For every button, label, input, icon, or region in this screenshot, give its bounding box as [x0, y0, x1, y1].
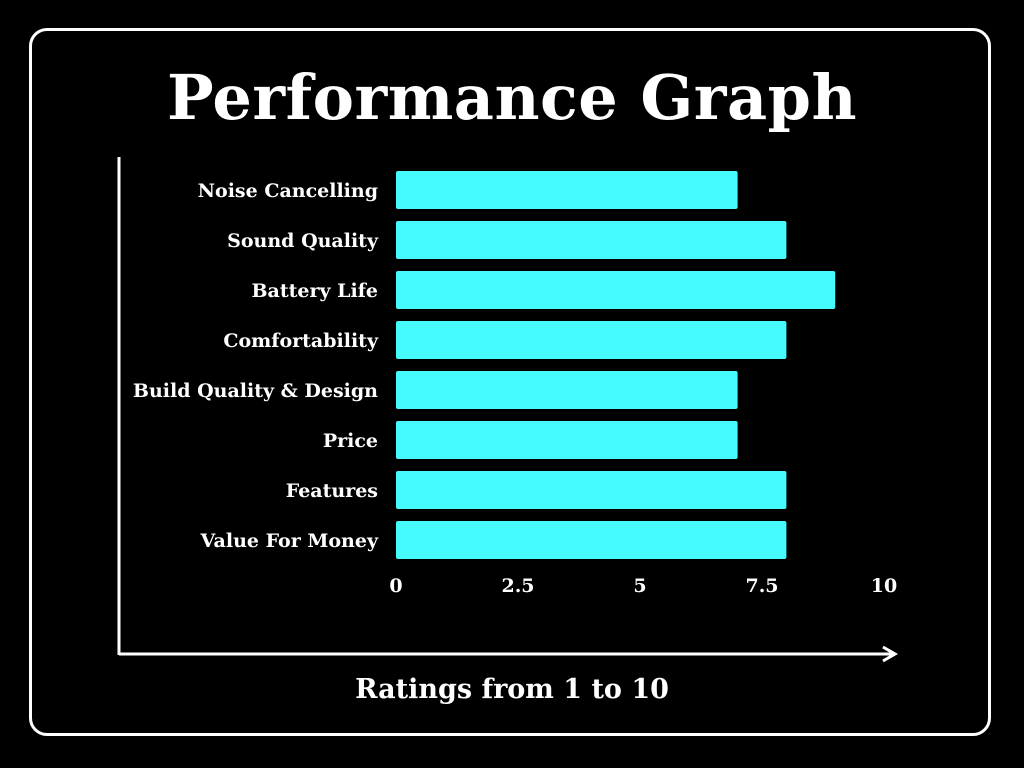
x-tick-label: 0: [389, 575, 402, 597]
bar-noise-cancelling: [396, 171, 738, 209]
bar-price: [396, 421, 738, 459]
bar-build-quality-design: [396, 371, 738, 409]
bar-comfortability: [396, 321, 787, 359]
bar-value-for-money: [396, 521, 787, 559]
category-label-battery-life: Battery Life: [251, 280, 378, 302]
category-label-sound-quality: Sound Quality: [227, 230, 379, 252]
category-label-comfortability: Comfortability: [223, 330, 379, 352]
x-tick-label: 10: [871, 575, 897, 597]
category-label-value-for-money: Value For Money: [200, 530, 379, 552]
x-tick-label: 7.5: [745, 575, 778, 597]
bars: [396, 171, 836, 559]
x-axis-label: Ratings from 1 to 10: [355, 674, 669, 705]
chart-title: Performance Graph: [166, 61, 858, 134]
bar-battery-life: [396, 271, 836, 309]
category-labels: Noise Cancelling Sound Quality Battery Lif…: [133, 180, 379, 552]
x-tick-label: 2.5: [501, 575, 534, 597]
category-label-price: Price: [323, 430, 378, 452]
bar-features: [396, 471, 787, 509]
x-axis-arrowhead: [882, 645, 898, 663]
category-label-build-quality-design: Build Quality & Design: [133, 380, 378, 402]
category-label-features: Features: [286, 480, 378, 502]
axes: [117, 157, 898, 663]
x-tick-label: 5: [633, 575, 646, 597]
x-tick-labels: 0 2.5 5 7.5 10: [389, 575, 897, 597]
chart-frame: [29, 28, 991, 736]
category-label-noise-cancelling: Noise Cancelling: [198, 180, 378, 202]
bar-sound-quality: [396, 221, 787, 259]
